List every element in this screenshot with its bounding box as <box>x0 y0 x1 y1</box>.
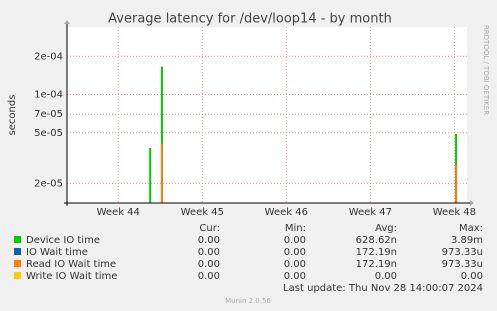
x-tick-label: Week 47 <box>349 207 392 218</box>
table-cell: 0.00 <box>198 259 220 270</box>
x-tick-label: Week 46 <box>265 207 308 218</box>
table-cell: 0.00 <box>284 271 306 282</box>
x-tick-label: Week 45 <box>181 207 224 218</box>
legend-label: IO Wait time <box>26 247 88 258</box>
legend-swatch <box>14 260 21 267</box>
legend-swatch <box>14 236 21 243</box>
spike <box>160 66 163 203</box>
y-arrow <box>64 20 70 24</box>
table-cell: 0.00 <box>284 247 306 258</box>
table-cell: 172.19n <box>356 259 397 270</box>
x-tick-label: Week 44 <box>97 207 140 218</box>
x-tick-label: Week 48 <box>433 207 476 218</box>
table-header: Avg: <box>375 223 397 234</box>
spike <box>160 143 163 203</box>
table-cell: 628.62n <box>356 235 397 246</box>
legend-swatch <box>14 272 21 279</box>
table-cell: 0.00 <box>461 271 483 282</box>
table-cell: 0.00 <box>198 271 220 282</box>
table-header: Cur: <box>199 223 220 234</box>
legend-label: Write IO Wait time <box>26 271 117 282</box>
y-tick-label: 5e-05 <box>34 128 63 139</box>
y-axis-label: seconds <box>7 95 18 136</box>
table-header: Min: <box>285 223 306 234</box>
table-cell: 0.00 <box>198 235 220 246</box>
plot-area <box>67 27 467 203</box>
table-cell: 0.00 <box>284 235 306 246</box>
x-arrow <box>470 200 474 206</box>
spike <box>149 147 152 203</box>
table-cell: 3.89m <box>451 235 483 246</box>
legend-label: Read IO Wait time <box>26 259 116 270</box>
legend-label: Device IO time <box>26 235 100 246</box>
side-text: RRDTOOL / TOBI OETIKER <box>482 25 490 115</box>
table-cell: 0.00 <box>198 247 220 258</box>
table-cell: 0.00 <box>284 259 306 270</box>
legend-swatch <box>14 248 21 255</box>
table-header: Max: <box>459 223 483 234</box>
table-cell: 0.00 <box>375 271 397 282</box>
y-tick-label: 7e-05 <box>34 109 63 120</box>
grid <box>67 27 467 203</box>
y-tick-label: 1e-04 <box>34 90 63 101</box>
y-tick-label: 2e-04 <box>34 51 63 62</box>
table-cell: 172.19n <box>356 247 397 258</box>
chart-title: Average latency for /dev/loop14 - by mon… <box>108 12 392 27</box>
table-cell: 973.33u <box>442 259 483 270</box>
table-cell: 973.33u <box>442 247 483 258</box>
last-update: Last update: Thu Nov 28 14:00:07 2024 <box>283 283 483 294</box>
legend: Cur: Min: Avg: Max:Device IO time 0.00 0.00 62… <box>14 223 483 282</box>
marks <box>149 66 458 203</box>
y-tick-label: 2e-05 <box>34 178 63 189</box>
spike <box>455 164 458 203</box>
footer: Munin 2.0.56 <box>225 297 271 305</box>
